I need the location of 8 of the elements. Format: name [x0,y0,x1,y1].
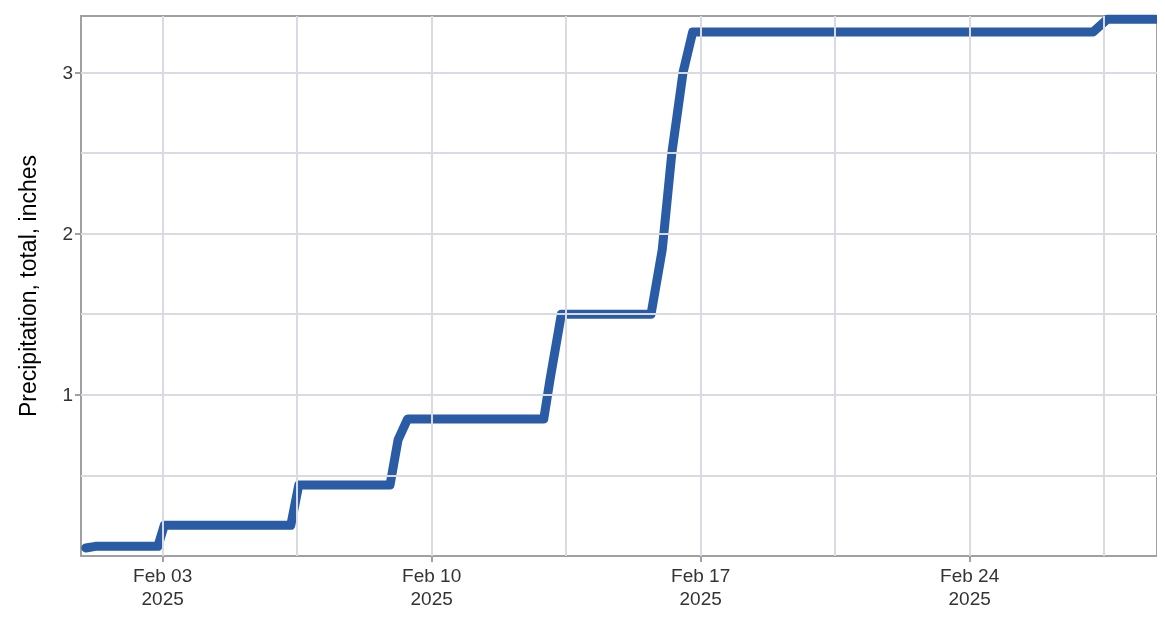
y-tick-label: 2 [62,223,73,245]
x-tick-label: Feb 03 2025 [133,565,193,609]
x-tick-label: Feb 10 2025 [402,565,462,609]
x-tick-label: Feb 24 2025 [940,565,1000,609]
y-tick-label: 1 [62,384,73,406]
y-axis-title: Precipitation, total, inches [14,154,41,418]
y-tick-label: 3 [62,61,73,83]
x-tick-label: Feb 17 2025 [671,565,731,609]
